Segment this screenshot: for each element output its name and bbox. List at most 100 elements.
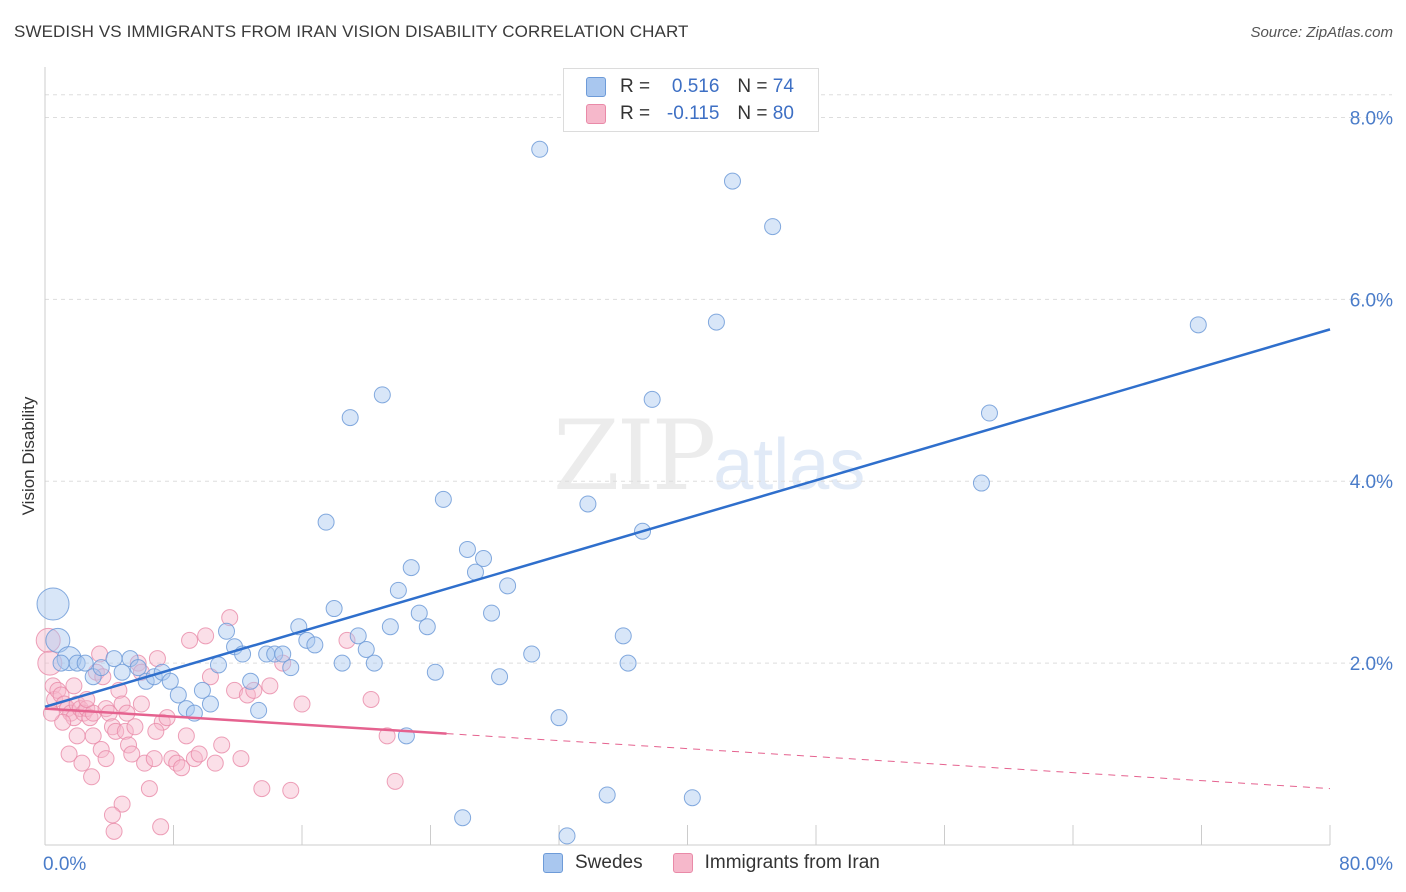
iran-point: [173, 759, 191, 777]
iran-point: [190, 745, 208, 763]
swedes-point: [209, 656, 227, 674]
legend-n-label: N =: [737, 103, 768, 124]
iran-point: [145, 750, 163, 768]
iran-point: [65, 677, 83, 695]
legend-item-iran[interactable]: Immigrants from Iran: [672, 852, 880, 874]
swedes-point: [282, 659, 300, 677]
y-axis-label: Vision Disability: [19, 396, 38, 515]
stats-legend: R = 0.516 N = 74 R = -0.115 N = 80: [563, 68, 819, 132]
legend-n-label: N =: [737, 76, 768, 97]
swedes-point: [317, 513, 335, 531]
swedes-point: [434, 490, 452, 508]
legend-r-value: 0.516: [671, 76, 720, 97]
iran-point: [60, 745, 78, 763]
iran-point: [120, 736, 138, 754]
legend-label-iran: Immigrants from Iran: [704, 852, 880, 873]
y-tick-label: 2.0%: [1350, 654, 1393, 675]
swedes-points: [36, 140, 1207, 845]
y-tick-label: 4.0%: [1350, 472, 1393, 493]
legend-swatch-iran: [586, 104, 606, 124]
iran-point: [84, 727, 102, 745]
iran-point: [54, 713, 72, 731]
swedes-point: [972, 474, 990, 492]
swedes-point: [349, 627, 367, 645]
swedes-point: [218, 622, 236, 640]
legend-r-label: R =: [620, 103, 651, 124]
iran-point: [140, 780, 158, 798]
iran-points: [35, 609, 404, 840]
iran-point: [68, 727, 86, 745]
iran-point: [201, 668, 219, 686]
swedes-point: [475, 550, 493, 568]
y-tick-label: 6.0%: [1350, 290, 1393, 311]
swedes-point: [36, 587, 70, 621]
swedes-point: [381, 618, 399, 636]
swedes-point: [614, 627, 632, 645]
iran-point: [132, 695, 150, 713]
swedes-point: [619, 654, 637, 672]
swedes-point: [643, 390, 661, 408]
iran-point: [232, 750, 250, 768]
iran-point: [226, 681, 244, 699]
legend-item-swedes[interactable]: Swedes: [543, 852, 643, 874]
iran-point: [116, 722, 134, 740]
iran-point: [92, 741, 110, 759]
legend-n-value: 74: [772, 76, 794, 97]
iran-point: [136, 754, 154, 772]
iran-point: [113, 795, 131, 813]
iran-point: [221, 609, 239, 627]
iran-point: [338, 631, 356, 649]
iran-point: [83, 768, 101, 786]
legend-r-value: -0.115: [666, 103, 720, 124]
swedes-point: [242, 672, 260, 690]
swedes-point: [454, 809, 472, 827]
iran-point: [261, 677, 279, 695]
swedes-point: [92, 659, 110, 677]
iran-point: [35, 627, 61, 653]
iran-point: [153, 713, 171, 731]
swedes-point: [76, 654, 94, 672]
watermark: ZIPatlas: [553, 400, 865, 512]
swedes-point: [56, 646, 82, 672]
trend-lines: [44, 328, 1331, 790]
swedes-point: [402, 559, 420, 577]
x-tick-label-min: 0.0%: [43, 854, 86, 875]
swedes-point: [306, 636, 324, 654]
iran-point: [245, 681, 263, 699]
swedes-point: [169, 686, 187, 704]
swedes-point: [483, 604, 501, 622]
swedes-point: [598, 786, 616, 804]
iran-point: [147, 722, 165, 740]
swedes-point: [113, 663, 131, 681]
iran-point: [362, 690, 380, 708]
iran-point: [113, 695, 131, 713]
swedes-point: [523, 645, 541, 663]
iran-point: [107, 722, 125, 740]
iran-point: [97, 750, 115, 768]
swedes-point: [45, 627, 71, 653]
iran-point: [81, 709, 99, 727]
swedes-point: [365, 654, 383, 672]
iran-point: [129, 654, 147, 672]
series-legend: Swedes Immigrants from Iran: [543, 852, 910, 874]
swedes-point: [531, 140, 549, 158]
watermark-atlas: atlas: [713, 425, 866, 505]
x-tick-label-max: 80.0%: [1339, 854, 1393, 875]
chart-title: SWEDISH VS IMMIGRANTS FROM IRAN VISION D…: [14, 22, 689, 41]
grid-lines: [45, 94, 1392, 664]
iran-point: [253, 780, 271, 798]
legend-row-swedes: R = 0.516 N = 74: [586, 75, 794, 99]
swedes-point: [764, 218, 782, 236]
swedes-point: [683, 789, 701, 807]
iran-trend-line: [44, 707, 447, 735]
swedes-point: [418, 618, 436, 636]
swedes-point: [298, 631, 316, 649]
swedes-point: [52, 654, 70, 672]
swedes-point: [274, 645, 292, 663]
iran-point: [73, 754, 91, 772]
iran-point: [293, 695, 311, 713]
swedes-point: [550, 709, 568, 727]
swedes-point: [341, 409, 359, 427]
tick-labels: 2.0% 4.0% 6.0% 8.0% 0.0% 80.0%: [43, 108, 1393, 875]
iran-point: [282, 781, 300, 799]
